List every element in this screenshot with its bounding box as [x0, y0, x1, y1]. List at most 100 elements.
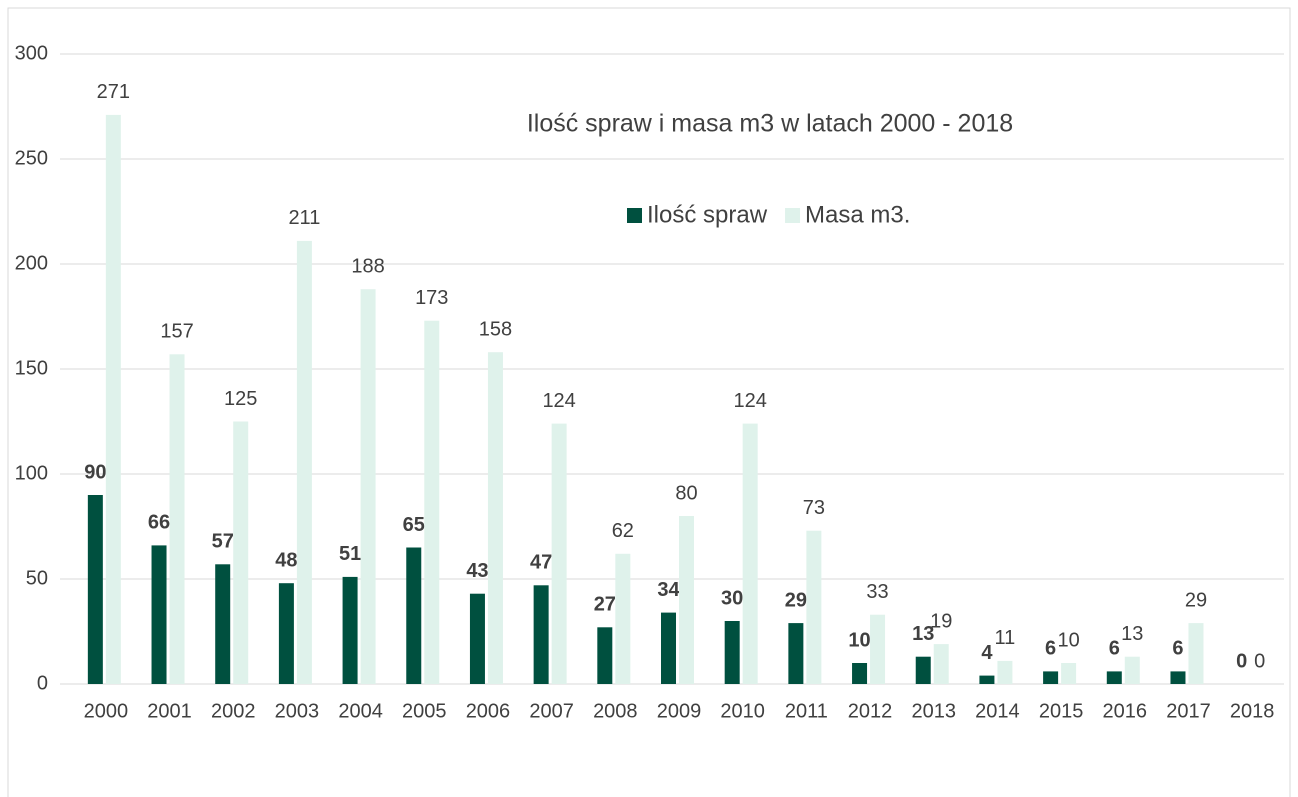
chart-border: [7, 7, 1291, 797]
y-tick-label: 250: [15, 147, 48, 169]
legend-swatch: [627, 208, 642, 223]
y-tick-label: 300: [15, 42, 48, 64]
bar: [424, 320, 440, 684]
value-label: 73: [803, 497, 825, 519]
value-label: 157: [160, 321, 193, 343]
x-tick-label: 2010: [720, 700, 765, 722]
value-label: 19: [930, 610, 952, 632]
value-label: 27: [594, 594, 616, 616]
value-label: 6: [1045, 638, 1056, 660]
bar: [1170, 671, 1186, 684]
value-label: 125: [224, 388, 257, 410]
chart-title: Ilość spraw i masa m3 w latach 2000 - 20…: [527, 110, 1013, 138]
bar: [1124, 656, 1140, 684]
bar: [661, 612, 676, 684]
bar: [169, 354, 185, 684]
value-label: 6: [1109, 638, 1120, 660]
bar: [533, 585, 549, 684]
value-label: 90: [84, 461, 106, 483]
x-tick-label: 2000: [84, 700, 129, 722]
value-label: 271: [97, 81, 130, 103]
x-tick-label: 2011: [785, 700, 828, 722]
bar: [233, 421, 249, 684]
value-label: 66: [148, 512, 170, 534]
bar: [997, 660, 1013, 684]
value-label: 211: [288, 207, 320, 229]
bar: [296, 240, 312, 684]
bar: [788, 623, 804, 684]
x-tick-label: 2002: [211, 700, 256, 722]
value-label: 11: [995, 627, 1016, 649]
value-label: 0: [1254, 650, 1265, 672]
value-label: 124: [542, 390, 575, 412]
value-label: 30: [721, 587, 743, 609]
value-label: 29: [785, 589, 807, 611]
value-label: 4: [981, 642, 993, 664]
value-label: 34: [657, 579, 680, 601]
y-tick-label: 150: [15, 357, 48, 379]
y-tick-label: 50: [26, 567, 48, 589]
bar: [487, 352, 503, 684]
value-label: 173: [415, 287, 448, 309]
x-tick-label: 2003: [275, 700, 320, 722]
x-tick-label: 2009: [657, 700, 702, 722]
x-tick-label: 2014: [975, 700, 1020, 722]
legend-label: Masa m3.: [805, 201, 910, 228]
bar: [979, 675, 995, 684]
x-tick-label: 2001: [147, 700, 192, 722]
bar: [1106, 671, 1122, 684]
value-label: 13: [1121, 623, 1143, 645]
x-tick-label: 2015: [1039, 700, 1084, 722]
bar: [915, 656, 931, 684]
value-label: 57: [212, 531, 234, 553]
bar: [1188, 623, 1204, 684]
bar: [469, 593, 485, 684]
x-tick-label: 2006: [466, 700, 511, 722]
bar: [151, 545, 167, 684]
bar: [87, 495, 103, 684]
bar: [852, 663, 868, 684]
value-label: 48: [275, 549, 297, 571]
bar: [406, 547, 422, 684]
x-tick-label: 2007: [529, 700, 574, 722]
value-label: 13: [912, 623, 934, 645]
value-label: 80: [675, 482, 697, 504]
value-label: 43: [466, 560, 488, 582]
y-tick-label: 0: [37, 672, 48, 694]
x-tick-label: 2005: [402, 700, 447, 722]
value-label: 29: [1185, 589, 1207, 611]
x-tick-label: 2018: [1230, 700, 1275, 722]
x-tick-label: 2008: [593, 700, 638, 722]
value-label: 10: [848, 629, 870, 651]
x-tick-label: 2012: [848, 700, 893, 722]
bar: [933, 644, 949, 684]
value-label: 10: [1057, 629, 1079, 651]
value-label: 51: [339, 543, 361, 565]
x-tick-label: 2017: [1166, 700, 1211, 722]
value-label: 33: [866, 581, 888, 603]
value-label: 6: [1172, 638, 1183, 660]
bar: [597, 627, 613, 684]
bar: [342, 576, 358, 684]
value-label: 0: [1236, 650, 1247, 672]
bar: [1043, 671, 1059, 684]
bar: [105, 114, 121, 684]
bar: [278, 583, 294, 684]
bar: [679, 516, 694, 684]
bar: [1061, 663, 1077, 684]
bar: [870, 614, 886, 684]
bar: [724, 621, 740, 684]
value-label: 65: [403, 514, 425, 536]
value-label: 47: [530, 552, 552, 574]
bar: [215, 564, 231, 684]
value-label: 124: [733, 390, 766, 412]
x-tick-label: 2016: [1103, 700, 1148, 722]
bar: [551, 423, 567, 684]
y-tick-label: 200: [15, 252, 48, 274]
value-label: 62: [612, 520, 634, 542]
bar: [806, 530, 822, 684]
x-tick-label: 2004: [338, 700, 383, 722]
value-label: 188: [351, 255, 384, 277]
value-label: 158: [479, 318, 512, 340]
legend-label: Ilość spraw: [647, 201, 768, 228]
